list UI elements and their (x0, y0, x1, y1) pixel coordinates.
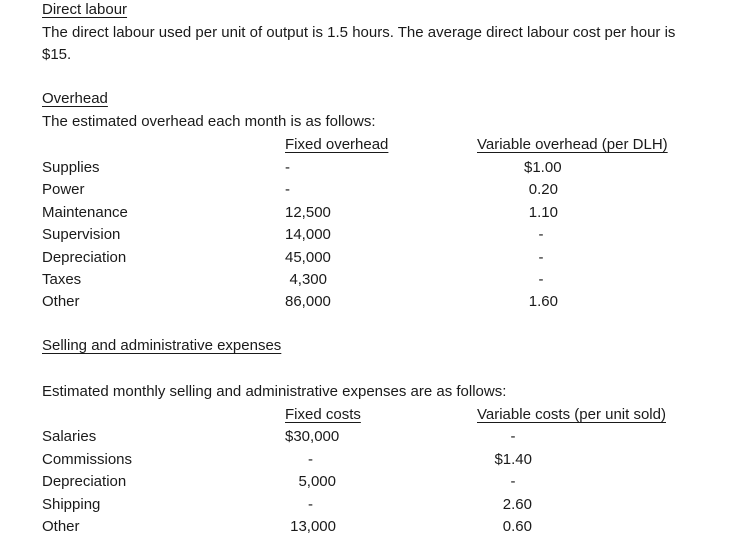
table-row: Commissions - $1.40 (0, 452, 730, 468)
cell-fixed-value: 45,000 (285, 248, 331, 266)
section-heading-overhead: Overhead (42, 90, 108, 107)
table-row: Depreciation 5,000 - (0, 474, 730, 490)
cell-fixed-value: 86,000 (285, 293, 331, 311)
cell-fixed-value: 13,000 (290, 518, 336, 536)
cell-variable-value: - (510, 428, 516, 445)
cell-variable-value: - (538, 226, 544, 244)
table-row: Power - 0.20 (0, 182, 730, 198)
column-header-fixed-overhead: Fixed overhead (285, 136, 389, 153)
column-header-fixed-costs: Fixed costs (285, 406, 361, 423)
row-label: Supervision (42, 226, 121, 244)
cell-variable-value: $1.00 (524, 159, 562, 176)
table-row: Salaries $30,000 - (0, 429, 730, 445)
row-label: Maintenance (42, 203, 128, 221)
cell-variable-value: 2.60 (502, 495, 532, 513)
row-label: Salaries (42, 428, 97, 445)
column-header-variable-overhead: Variable overhead (per DLH) (477, 136, 668, 153)
table-row: Shipping - 2.60 (0, 497, 730, 513)
table-row: Other 13,000 0.60 (0, 519, 730, 535)
row-label: Depreciation (42, 248, 127, 266)
cell-fixed-value: 5,000 (298, 473, 336, 491)
row-label: Depreciation (42, 473, 127, 491)
cell-fixed-value: 4,300 (289, 271, 327, 288)
cell-variable-value: - (538, 248, 544, 266)
section-heading-selling-admin: Selling and administrative expenses (42, 337, 282, 354)
cell-fixed-value: $30,000 (285, 428, 340, 445)
table-row: Taxes 4,300 - (0, 272, 730, 288)
section-heading-direct-labour: Direct labour (42, 1, 128, 18)
paragraph-selling-admin-intro: Estimated monthly selling and administra… (42, 383, 507, 400)
cell-variable-value: 1.60 (528, 293, 558, 311)
paragraph-overhead-intro: The estimated overhead each month is as … (42, 113, 376, 130)
cell-fixed-value: - (308, 450, 313, 468)
table-row: Maintenance 12,500 1.10 (0, 205, 730, 221)
row-label: Shipping (42, 495, 101, 513)
cell-fixed-value: - (285, 181, 290, 199)
row-label: Other (42, 293, 80, 311)
paragraph-direct-labour-line2: $15. (42, 46, 72, 63)
cell-fixed-value: 12,500 (285, 203, 331, 221)
cell-variable-value: - (538, 271, 544, 288)
row-label: Supplies (42, 159, 100, 176)
paragraph-direct-labour-line1: The direct labour used per unit of outpu… (42, 24, 676, 41)
cell-variable-value: 0.60 (502, 518, 532, 536)
cell-variable-value: $1.40 (494, 450, 532, 468)
row-label: Commissions (42, 450, 133, 468)
cell-variable-value: 1.10 (528, 203, 558, 221)
column-header-variable-costs: Variable costs (per unit sold) (477, 406, 666, 423)
cell-variable-value: 0.20 (528, 181, 558, 199)
cell-fixed-value: - (285, 159, 290, 176)
table-row: Supplies - $1.00 (0, 160, 730, 176)
row-label: Power (42, 181, 85, 199)
table-row: Other 86,000 1.60 (0, 294, 730, 310)
cell-fixed-value: 14,000 (285, 226, 331, 244)
cell-variable-value: - (510, 473, 516, 491)
table-row: Depreciation 45,000 - (0, 250, 730, 266)
row-label: Other (42, 518, 80, 536)
cell-fixed-value: - (308, 495, 313, 513)
row-label: Taxes (42, 271, 82, 288)
table-row: Supervision 14,000 - (0, 227, 730, 243)
